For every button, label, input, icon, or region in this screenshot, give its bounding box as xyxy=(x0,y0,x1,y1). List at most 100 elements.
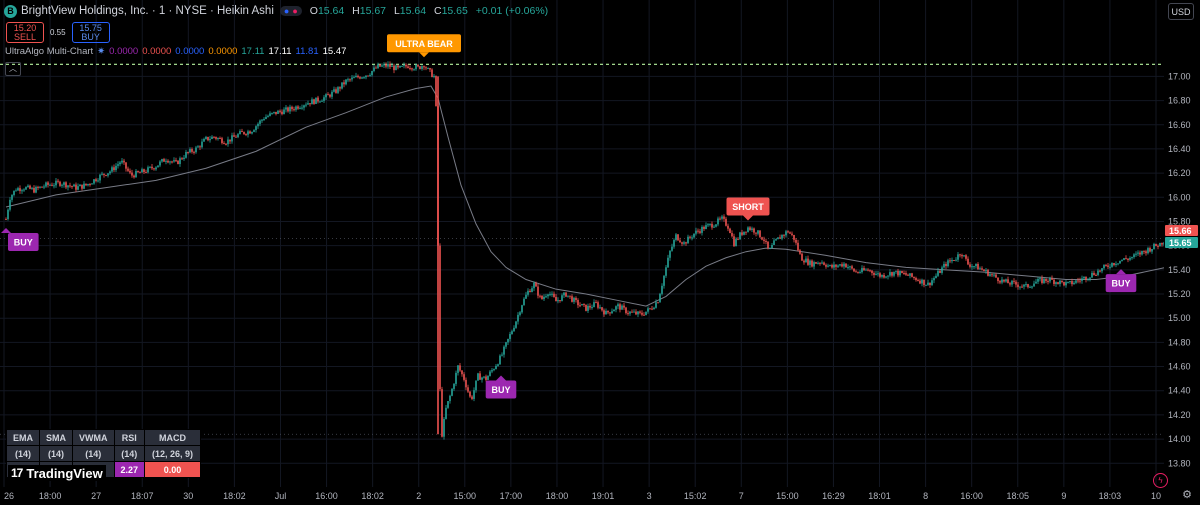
candle xyxy=(365,75,367,78)
x-tick-label: 7 xyxy=(739,491,744,501)
candle xyxy=(1151,248,1153,252)
candle xyxy=(407,66,409,68)
open-value: 15.64 xyxy=(317,5,345,17)
candle xyxy=(659,293,661,303)
candle xyxy=(675,234,677,241)
candle xyxy=(607,310,609,313)
indicator-settings-icon[interactable]: ✷ xyxy=(97,46,106,57)
candle xyxy=(393,65,395,71)
gear-icon[interactable]: ⚙ xyxy=(1182,489,1192,501)
candle xyxy=(785,231,787,236)
indicator-value: 0.0000 xyxy=(109,46,139,57)
candle xyxy=(297,106,299,109)
candle xyxy=(311,99,313,105)
x-axis[interactable]: 26 18:00 27 18:07 30 18:02 Jul 16:00 18:02 2 15:00… xyxy=(0,487,1200,505)
candle xyxy=(369,74,371,76)
candle xyxy=(487,375,489,380)
candle xyxy=(351,77,353,80)
candle xyxy=(781,234,783,239)
col-sma: SMA xyxy=(39,429,73,446)
tradingview-logo[interactable]: 17 TradingView xyxy=(8,465,106,481)
candle xyxy=(71,185,73,187)
x-tick-label: 18:02 xyxy=(223,491,246,501)
lightning-icon[interactable]: ϟ xyxy=(1153,473,1168,488)
candle xyxy=(143,169,145,173)
candle xyxy=(403,64,405,66)
y-tick-label: 15.00 xyxy=(1168,313,1191,323)
candle xyxy=(11,195,13,200)
currency-selector[interactable]: USD xyxy=(1168,3,1194,20)
indicator-legend[interactable]: UltraAlgo Multi-Chart ✷ 0.0000 0.0000 0.00… xyxy=(5,46,346,57)
candle xyxy=(871,270,873,274)
candle xyxy=(37,186,39,188)
candle xyxy=(29,185,31,189)
signal-label-bear[interactable]: ULTRA BEAR xyxy=(387,34,461,58)
signal-label-buy[interactable]: BUY xyxy=(485,375,517,399)
candle xyxy=(275,111,277,114)
signal-label-short[interactable]: SHORT xyxy=(726,197,770,221)
candle xyxy=(505,342,507,347)
candle xyxy=(789,232,791,234)
candle xyxy=(141,169,143,173)
candle xyxy=(681,242,683,244)
candle xyxy=(605,310,607,315)
candle xyxy=(559,300,561,302)
candle xyxy=(901,270,903,274)
candle xyxy=(341,82,343,89)
candle xyxy=(597,302,599,308)
candle xyxy=(647,308,649,312)
y-axis[interactable]: 17.0016.8016.6016.4016.2016.0015.8015.60… xyxy=(1164,0,1200,505)
candle xyxy=(765,240,767,242)
candle xyxy=(1051,278,1053,280)
candle xyxy=(887,275,889,277)
candle xyxy=(519,312,521,315)
x-tick-label: 15:00 xyxy=(454,491,477,501)
candle xyxy=(483,376,485,378)
candle xyxy=(547,294,549,297)
candle xyxy=(535,282,537,287)
candle xyxy=(929,282,931,285)
candle xyxy=(959,254,961,256)
y-tick-label: 16.60 xyxy=(1168,120,1191,130)
candle xyxy=(603,310,605,315)
x-tick-label: 18:07 xyxy=(131,491,154,501)
candle xyxy=(721,216,723,219)
candle xyxy=(295,106,297,110)
candle xyxy=(479,373,481,380)
candle xyxy=(973,266,975,268)
candle xyxy=(873,273,875,275)
candle xyxy=(981,268,983,270)
signal-label-buy[interactable]: BUY xyxy=(1105,269,1137,293)
candle xyxy=(49,184,51,186)
candle xyxy=(523,298,525,306)
x-tick-label: 18:02 xyxy=(361,491,384,501)
candle xyxy=(333,89,335,92)
symbol-title[interactable]: BrightView Holdings, Inc. · 1 · NYSE · H… xyxy=(21,5,274,17)
candle xyxy=(259,120,261,124)
candle xyxy=(215,137,217,139)
sell-button[interactable]: 15.20 SELL xyxy=(6,22,44,43)
candle xyxy=(693,233,695,238)
candle xyxy=(1021,286,1023,288)
candle xyxy=(575,297,577,301)
market-status[interactable]: ● ● xyxy=(279,6,302,16)
candle xyxy=(1077,280,1079,282)
candle xyxy=(75,184,77,190)
candle xyxy=(181,158,183,160)
candle xyxy=(1101,268,1103,272)
candle xyxy=(177,160,179,165)
candle xyxy=(733,236,735,247)
signal-label-buy[interactable]: BUY xyxy=(1,228,39,252)
sell-label: SELL xyxy=(13,32,37,42)
candle xyxy=(1027,284,1029,288)
candle xyxy=(849,266,851,268)
candle xyxy=(447,401,449,408)
candle xyxy=(83,183,85,189)
chevron-up-icon[interactable]: ︿ xyxy=(5,62,21,76)
buy-button[interactable]: 15.75 BUY xyxy=(71,22,110,43)
candle xyxy=(161,159,163,162)
candle xyxy=(347,79,349,81)
candle xyxy=(201,141,203,148)
candle xyxy=(317,97,319,102)
